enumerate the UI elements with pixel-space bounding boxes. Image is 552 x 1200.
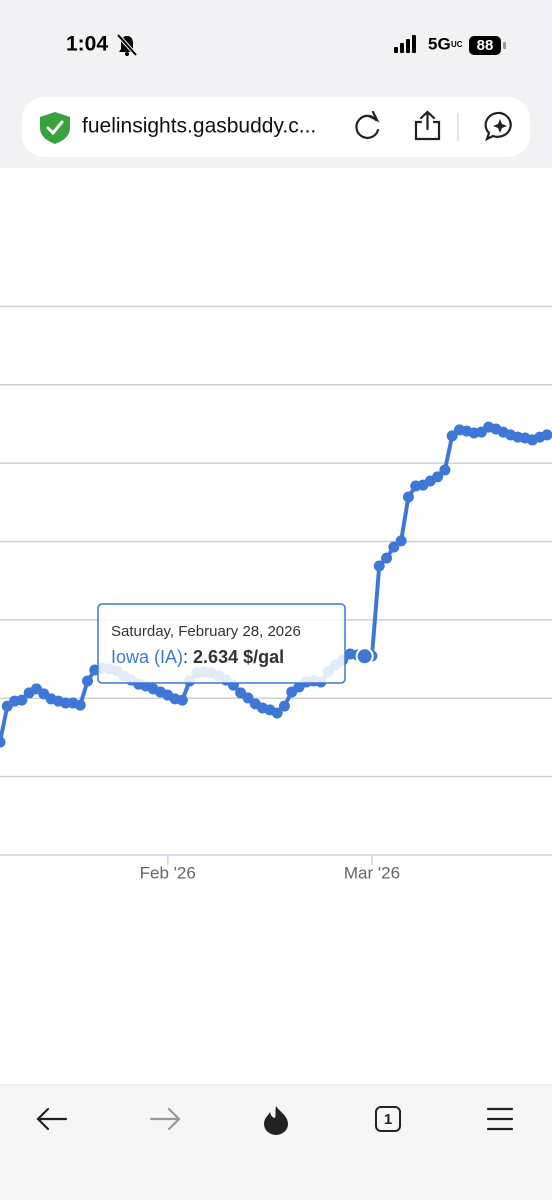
- battery-level: 88: [477, 37, 494, 54]
- menu-button[interactable]: [486, 1107, 514, 1131]
- share-button[interactable]: [414, 110, 441, 141]
- series-line: [0, 425, 548, 743]
- data-point: [82, 675, 94, 687]
- x-tick-label: Feb '26: [140, 863, 196, 882]
- network-sub-label: UC: [451, 40, 463, 49]
- tooltip-series-name: Iowa (IA): [111, 647, 183, 667]
- extension-button[interactable]: [264, 1106, 288, 1135]
- data-point: [381, 552, 393, 564]
- tooltip-box: [97, 603, 346, 684]
- data-point: [402, 491, 414, 503]
- chart: Feb '26 Mar '26 Saturday, February 28, 202…: [0, 305, 552, 882]
- network-label: 5G: [428, 34, 451, 53]
- data-point: [74, 699, 86, 711]
- hover-point: [355, 647, 374, 666]
- x-tick-label: Mar '26: [344, 863, 400, 882]
- assistant-button[interactable]: [484, 111, 512, 142]
- status-time: 1:04: [66, 33, 108, 56]
- forward-button[interactable]: [149, 1107, 181, 1131]
- data-point: [271, 707, 283, 719]
- data-point: [541, 429, 552, 441]
- data-point: [373, 560, 385, 572]
- battery-tip: [503, 42, 506, 49]
- mute-icon: [116, 33, 138, 57]
- security-shield-icon: [40, 112, 70, 144]
- data-point: [439, 464, 451, 476]
- reload-button[interactable]: [355, 110, 380, 139]
- data-point: [16, 694, 28, 706]
- bottom-toolbar: [0, 1085, 552, 1200]
- data-point: [432, 471, 444, 483]
- tooltip-separator: :: [183, 647, 188, 667]
- data-point: [395, 535, 407, 547]
- address-url[interactable]: fuelinsights.gasbuddy.c...: [82, 115, 316, 138]
- battery-body: [469, 36, 501, 55]
- tooltip-value: 2.634 $/gal: [193, 647, 284, 667]
- address-bar[interactable]: [22, 97, 530, 157]
- data-point: [0, 736, 6, 748]
- data-point: [446, 430, 458, 442]
- data-point: [278, 700, 290, 712]
- tabs-button[interactable]: [375, 1106, 401, 1132]
- tooltip-value-line: Iowa (IA): 2.634 $/gal: [111, 647, 284, 667]
- signal-icon: [394, 35, 416, 53]
- data-point: [176, 694, 188, 706]
- tooltip: Saturday, February 28, 2026 Iowa (IA): 2.6…: [97, 603, 346, 684]
- data-point: [388, 541, 400, 553]
- data-point: [242, 692, 254, 704]
- back-button[interactable]: [36, 1107, 68, 1131]
- tab-count: 1: [384, 1111, 392, 1128]
- tooltip-date: Saturday, February 28, 2026: [111, 623, 301, 640]
